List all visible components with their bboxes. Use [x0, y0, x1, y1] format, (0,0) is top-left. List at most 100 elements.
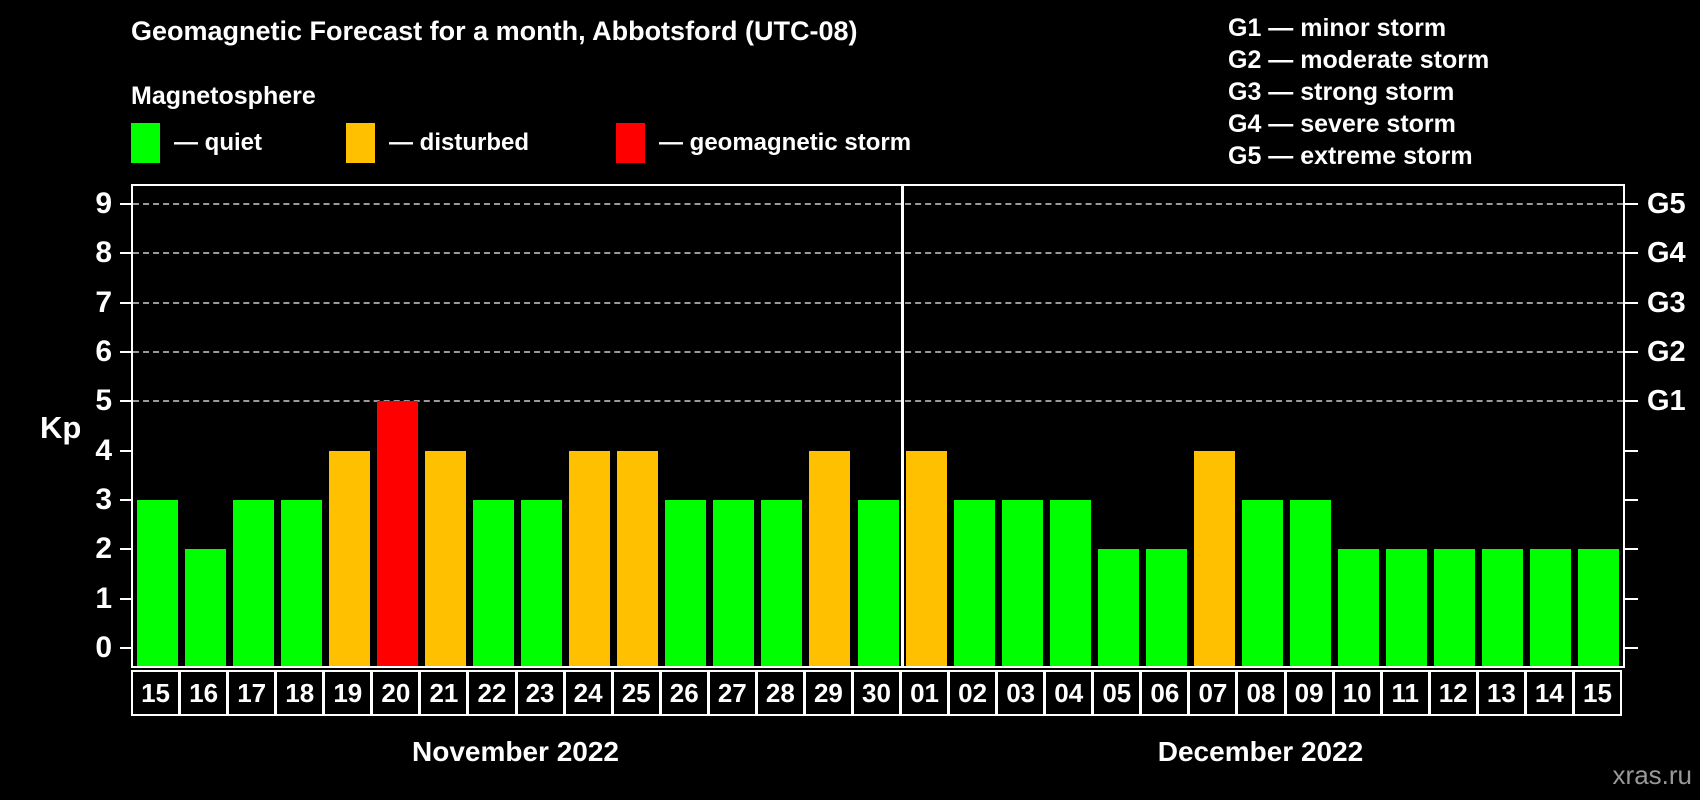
storm-scale-line: G5 — extreme storm [1228, 142, 1473, 170]
gridline-kp5 [133, 400, 1623, 403]
date-label: 08 [1236, 670, 1286, 716]
bar-day-29 [809, 450, 851, 666]
month-divider [900, 186, 904, 666]
y-axis-tick-right [1625, 351, 1638, 353]
date-label: 20 [371, 670, 421, 716]
date-label: 12 [1428, 670, 1478, 716]
date-label: 11 [1380, 670, 1430, 716]
y-axis-tick-left [120, 548, 133, 551]
date-label: 17 [227, 670, 277, 716]
y-axis-label: Kp [40, 410, 82, 445]
y-axis-tick-left [120, 597, 133, 600]
y-tick-label: 5 [95, 384, 112, 418]
date-label: 07 [1188, 670, 1238, 716]
bar-day-30 [857, 500, 899, 666]
y-tick-label: 3 [95, 483, 112, 516]
y-tick-label: 0 [95, 631, 112, 664]
bar-day-15 [136, 500, 178, 666]
g-scale-label-g1: G1 [1647, 385, 1686, 418]
month-label: November 2022 [412, 736, 620, 767]
storm-scale-line: G1 — minor storm [1228, 14, 1447, 42]
bar-day-13 [1482, 549, 1524, 666]
date-label: 01 [900, 670, 950, 716]
y-axis-tick-right [1625, 203, 1638, 205]
g-scale-label-g5: G5 [1647, 188, 1686, 220]
bar-day-23 [521, 500, 563, 666]
date-label: 22 [467, 670, 517, 716]
bar-day-15 [1578, 549, 1620, 666]
y-axis-tick-right [1625, 301, 1638, 304]
disturbed-swatch-icon [346, 123, 375, 163]
gridline-kp6 [133, 351, 1623, 353]
y-axis-tick-left [120, 252, 133, 255]
bar-day-09 [1290, 500, 1332, 666]
date-label: 30 [851, 670, 902, 716]
page-title: Geomagnetic Forecast for a month, Abbots… [131, 16, 858, 46]
date-label: 04 [1044, 670, 1094, 716]
y-axis-tick-right [1625, 400, 1638, 403]
y-axis-tick-right [1625, 548, 1638, 551]
date-label: 21 [419, 670, 469, 716]
y-tick-label: 6 [95, 335, 112, 368]
date-label: 29 [803, 670, 853, 716]
chart-subtitle: Magnetosphere [131, 82, 316, 110]
bar-day-07 [1193, 450, 1235, 666]
y-axis-tick-right [1625, 597, 1638, 600]
y-tick-label: 1 [95, 581, 112, 615]
bar-day-08 [1242, 500, 1284, 666]
bar-day-19 [328, 450, 370, 666]
legend-item-label: — quiet [174, 129, 262, 156]
date-label: 27 [707, 670, 757, 716]
legend-item-quiet: — quiet [131, 122, 262, 164]
y-axis-tick-right [1625, 252, 1638, 255]
storm-scale-line: G3 — strong storm [1228, 78, 1455, 106]
storm-scale-line: G2 — moderate storm [1228, 46, 1490, 74]
month-label: December 2022 [1157, 736, 1364, 767]
bar-day-06 [1145, 549, 1187, 666]
y-axis-tick-left [120, 351, 133, 353]
y-axis-tick-left [120, 647, 133, 649]
date-label: 25 [611, 670, 661, 716]
legend-item-storm: — geomagnetic storm [616, 122, 911, 164]
y-axis-tick-left [120, 499, 133, 501]
date-label: 13 [1476, 670, 1526, 716]
y-axis-tick-right [1625, 449, 1638, 452]
y-tick-label: 4 [95, 433, 112, 467]
y-axis-tick-left [120, 203, 133, 205]
bar-day-28 [761, 500, 803, 666]
date-label: 28 [755, 670, 805, 716]
bar-day-05 [1097, 549, 1139, 666]
bar-day-20 [376, 401, 418, 666]
storm-scale-legend: G1 — minor storm G2 — moderate storm G3 — … [1228, 12, 1489, 172]
date-label: 06 [1140, 670, 1190, 716]
bar-day-26 [665, 500, 707, 666]
date-label: 09 [1284, 670, 1334, 716]
bar-day-21 [424, 450, 466, 666]
y-tick-label: 9 [95, 187, 112, 220]
bar-day-22 [472, 500, 514, 666]
y-tick-label: 8 [95, 236, 112, 270]
date-label: 23 [515, 670, 565, 716]
bar-day-27 [713, 500, 755, 666]
y-tick-label: 2 [95, 532, 112, 566]
bar-day-17 [232, 500, 274, 666]
storm-scale-line: G4 — severe storm [1228, 110, 1456, 138]
date-label: 16 [179, 670, 229, 716]
bar-day-01 [905, 450, 947, 666]
storm-swatch-icon [616, 123, 645, 163]
gridline-kp7 [133, 301, 1623, 304]
y-axis-tick-left [120, 449, 133, 452]
date-label: 14 [1524, 670, 1574, 716]
bar-day-25 [617, 450, 659, 666]
g-scale-label-g4: G4 [1647, 237, 1686, 270]
y-axis-tick-right [1625, 647, 1638, 649]
watermark: xras.ru [1612, 760, 1692, 790]
bar-day-12 [1434, 549, 1476, 666]
gridline-kp8 [133, 252, 1623, 255]
bar-day-18 [280, 500, 322, 666]
bar-day-24 [569, 450, 611, 666]
bar-day-03 [1001, 500, 1043, 666]
date-label: 18 [275, 670, 325, 716]
gridline-kp9 [133, 203, 1623, 205]
